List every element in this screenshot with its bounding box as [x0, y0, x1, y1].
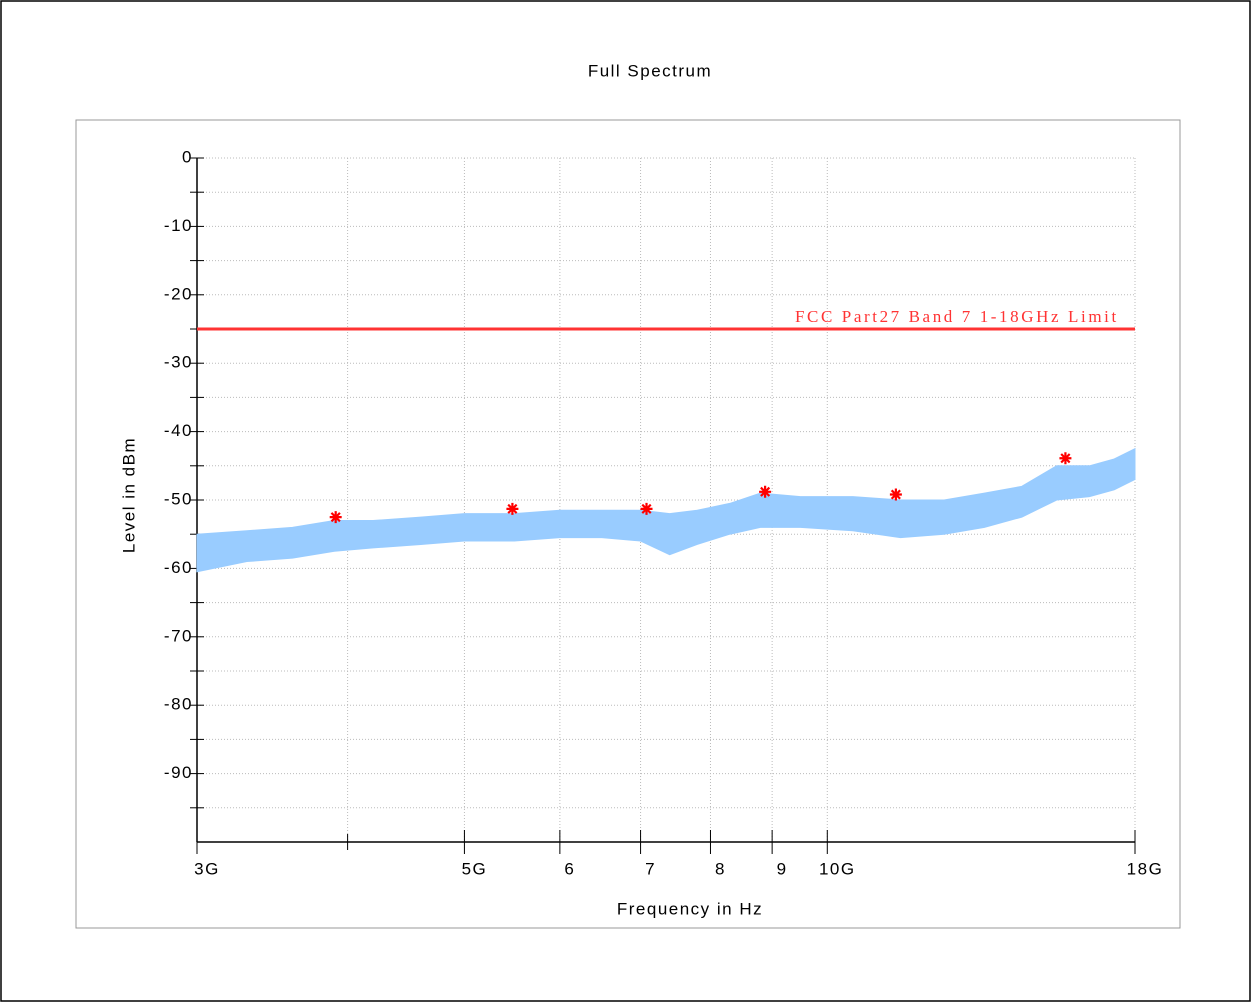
peak-marker	[759, 485, 772, 498]
x-tick-label: 6	[564, 859, 575, 878]
y-tick-label: -80	[164, 695, 193, 714]
y-axis-label: Level in dBm	[119, 437, 138, 553]
x-tick-label: 7	[645, 859, 656, 878]
peak-marker	[640, 502, 653, 515]
panel	[75, 119, 1181, 929]
y-tick-label: -10	[164, 216, 193, 235]
peak-marker	[329, 511, 342, 524]
peak-marker	[1059, 452, 1072, 465]
y-tick-label: -20	[164, 284, 193, 303]
chart-title: Full Spectrum	[588, 61, 712, 80]
x-tick-label: 5G	[462, 859, 488, 878]
y-tick-label: 0	[182, 147, 193, 166]
x-tick-label: 8	[715, 859, 726, 878]
y-tick-label: -50	[164, 489, 193, 508]
y-tick-label: -40	[164, 421, 193, 440]
x-tick-label: 9	[777, 859, 788, 878]
x-tick-label: 3G	[194, 859, 220, 878]
x-tick-label: 10G	[819, 859, 856, 878]
y-tick-label: -30	[164, 353, 193, 372]
y-tick-label: -60	[164, 558, 193, 577]
spectrum-band	[196, 447, 1136, 573]
peak-marker	[889, 488, 902, 501]
limit-label: FCC Part27 Band 7 1-18GHz Limit	[795, 307, 1119, 326]
x-tick-label: 18G	[1127, 859, 1164, 878]
y-tick-label: -70	[164, 626, 193, 645]
peak-marker	[506, 502, 519, 515]
x-axis-label: Frequency in Hz	[617, 899, 763, 918]
y-tick-label: -90	[164, 763, 193, 782]
